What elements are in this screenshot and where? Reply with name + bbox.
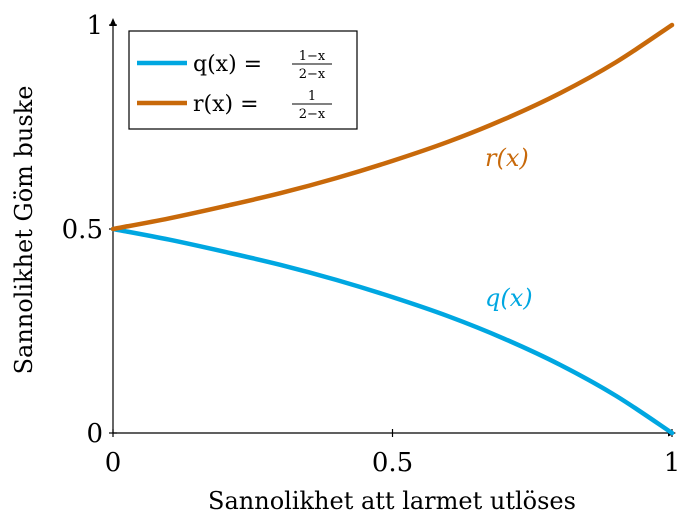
y-axis-arrow-icon	[109, 18, 117, 26]
legend-denominator: 2−x	[299, 107, 326, 122]
x-tick-label: 1	[664, 448, 677, 478]
legend-label: r(x) =	[193, 92, 259, 117]
y-tick-label: 0	[86, 419, 103, 449]
legend-label: q(x) =	[193, 52, 262, 77]
legend-entry: q(x) = 1−x 2−x	[137, 49, 332, 82]
x-tick-label: 0.5	[372, 448, 413, 478]
curve-labels: q(x) r(x)	[485, 144, 533, 312]
y-tick-label: 0.5	[62, 215, 103, 245]
legend: q(x) = 1−x 2−x r(x) = 1 2−x	[128, 30, 358, 130]
x-axis-title: Sannolikhet att larmet utlöses	[208, 487, 576, 515]
curve-label-r: r(x)	[485, 144, 529, 172]
legend-numerator: 1	[308, 89, 316, 104]
series-lines	[110, 22, 675, 436]
series-line-r	[110, 22, 675, 232]
series-line-q	[110, 226, 675, 436]
legend-entry: r(x) = 1 2−x	[137, 89, 332, 122]
curve-label-q: q(x)	[485, 284, 533, 312]
legend-denominator: 2−x	[299, 67, 326, 82]
y-axis-title: Sannolikhet Göm buske	[10, 86, 38, 375]
y-tick-label: 1	[86, 11, 103, 41]
legend-numerator: 1−x	[299, 49, 326, 64]
x-tick-label: 0	[105, 448, 122, 478]
legend-box	[128, 30, 358, 130]
ticks: 0 0.5 1 0 0.5 1	[62, 11, 677, 478]
